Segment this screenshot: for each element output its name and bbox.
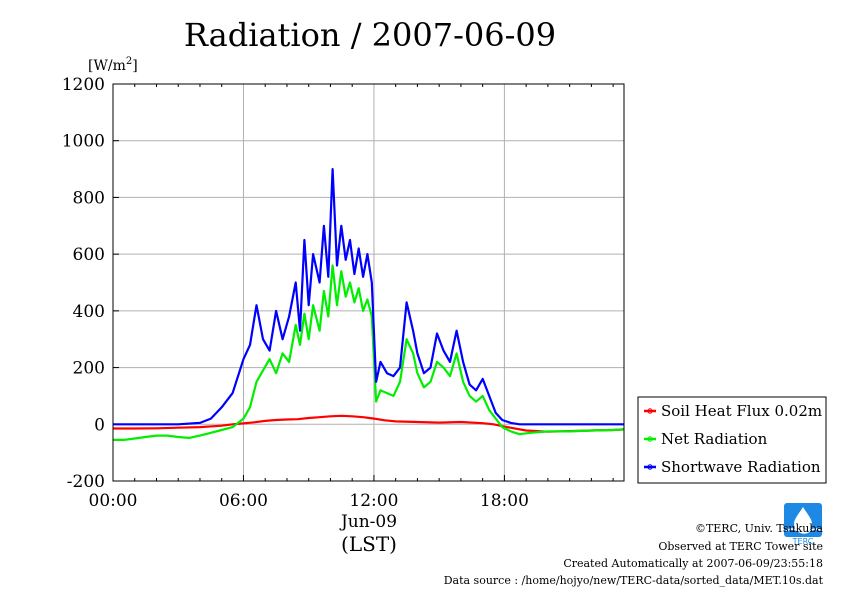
legend-marker	[647, 464, 653, 470]
y-axis-unit-sup: 2	[126, 56, 132, 67]
legend-item: Soil Heat Flux 0.02m	[644, 402, 822, 420]
legend-label: Net Radiation	[661, 430, 768, 448]
x-tick-label: 06:00	[219, 491, 268, 511]
created-text: Created Automatically at 2007-06-09/23:5…	[563, 557, 823, 570]
wave-icon	[785, 528, 823, 534]
legend-label: Soil Heat Flux 0.02m	[661, 402, 822, 420]
y-tick-label: 600	[73, 245, 105, 265]
y-tick-label: 800	[73, 188, 105, 208]
y-tick-label: 400	[73, 302, 105, 322]
x-tick-label: 00:00	[89, 491, 138, 511]
legend: Soil Heat Flux 0.02m Net Radiation Shortwa…	[637, 396, 827, 484]
series-line-soil-heat-flux-0-02m	[113, 414, 625, 433]
y-tick-label: 1200	[62, 75, 105, 95]
grid	[113, 84, 624, 481]
y-axis-unit-open: [W/m	[88, 58, 126, 74]
plot-frame	[112, 83, 625, 482]
legend-box	[637, 396, 827, 484]
legend-marker	[647, 436, 653, 442]
y-tick-label: -200	[67, 472, 105, 492]
chart-title: Radiation / 2007-06-09	[184, 16, 556, 54]
x-axis-date-label: Jun-09	[339, 512, 397, 532]
legend-item: Shortwave Radiation	[644, 458, 821, 476]
y-axis-unit-close: ]	[132, 58, 137, 74]
x-tick-label: 18:00	[480, 491, 529, 511]
y-tick-label: 1000	[62, 132, 105, 152]
legend-item: Net Radiation	[644, 430, 768, 448]
terc-logo-text: TERC	[792, 537, 814, 546]
series-line-shortwave-radiation	[113, 168, 624, 426]
data-source-text: Data source : /home/hojyo/new/TERC-data/…	[444, 574, 824, 587]
x-axis-label: (LST)	[341, 532, 397, 556]
x-tick-label: 12:00	[349, 491, 398, 511]
y-tick-label: 0	[94, 415, 105, 435]
legend-marker	[647, 408, 653, 414]
y-axis-unit: [W/m2]	[88, 56, 138, 74]
observed-text: Observed at TERC Tower site	[658, 540, 823, 553]
copyright-text: ©TERC, Univ. Tsukuba	[695, 522, 823, 535]
y-tick-label: 200	[73, 359, 105, 379]
legend-label: Shortwave Radiation	[661, 458, 821, 476]
water-drop-icon	[794, 507, 812, 533]
axis-ticks: -200 0 200 400 600 800 1000 1200 00:00 06:00 12:00…	[62, 75, 614, 511]
terc-logo: TERC	[784, 503, 823, 546]
series-line-net-radiation	[113, 264, 625, 441]
series-lines	[113, 168, 625, 441]
